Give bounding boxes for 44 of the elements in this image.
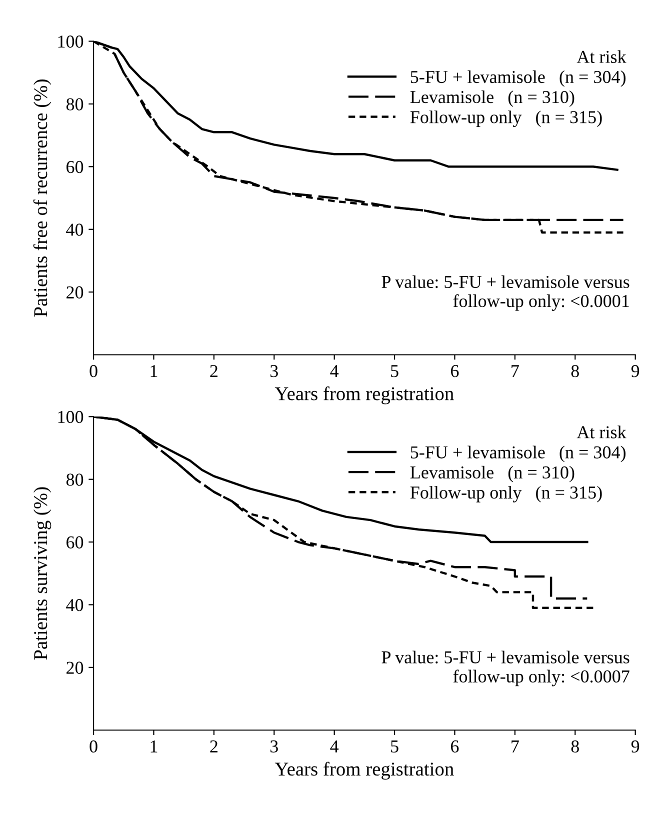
y-tick-label: 80 bbox=[66, 98, 84, 110]
x-tick-label: 6 bbox=[450, 740, 459, 753]
legend-label: Levamisole (n = 310) bbox=[410, 90, 574, 107]
x-tick-label: 3 bbox=[270, 365, 278, 378]
x-tick-label: 6 bbox=[450, 365, 459, 378]
annotation: P value: 5-FU + levamisole versus follow-up only: <0.0007 bbox=[382, 650, 630, 686]
x-tick-label: 4 bbox=[330, 740, 339, 752]
x-tick-label: 1 bbox=[150, 740, 158, 752]
x-tick-label: 1 bbox=[150, 365, 158, 377]
legend-title: At risk bbox=[576, 426, 626, 438]
y-tick-label: 40 bbox=[66, 224, 84, 236]
y-tick-label: 100 bbox=[58, 36, 84, 48]
y-axis-title: Patients free of recurrence (%) bbox=[33, 80, 52, 317]
y-tick-label: 40 bbox=[66, 598, 84, 612]
x-tick-label: 2 bbox=[210, 365, 218, 377]
x-tick-label: 7 bbox=[512, 740, 519, 752]
legend-title: At risk bbox=[576, 50, 626, 63]
annotation: P value: 5-FU + levamisole versus follow-up only: <0.0001 bbox=[382, 275, 630, 311]
y-tick-label: 100 bbox=[58, 410, 84, 424]
x-tick-label: 7 bbox=[512, 365, 519, 377]
x-tick-label: 5 bbox=[391, 365, 398, 378]
legend-label: Follow-up only (n = 315) bbox=[410, 110, 602, 127]
y-tick-label: 60 bbox=[66, 536, 84, 548]
x-axis-title: Years from registration bbox=[274, 762, 454, 780]
legend-label: 5-FU + levamisole (n = 304) bbox=[410, 446, 626, 462]
x-tick-label: 8 bbox=[571, 740, 579, 753]
x-tick-label: 4 bbox=[330, 365, 339, 377]
y-tick-label: 20 bbox=[66, 662, 84, 674]
legend-label: 5-FU + levamisole (n = 304) bbox=[410, 70, 626, 87]
legend-label: Follow-up only (n = 315) bbox=[410, 486, 602, 502]
x-tick-label: 0 bbox=[90, 364, 98, 378]
x-tick-label: 9 bbox=[631, 365, 640, 378]
x-tick-label: 5 bbox=[391, 740, 398, 753]
y-tick-label: 80 bbox=[66, 474, 84, 486]
y-tick-label: 20 bbox=[66, 286, 84, 298]
y-tick-label: 60 bbox=[66, 160, 84, 174]
x-tick-label: 9 bbox=[631, 740, 640, 753]
x-tick-label: 2 bbox=[210, 740, 218, 752]
x-tick-label: 0 bbox=[90, 740, 98, 753]
x-tick-label: 3 bbox=[270, 740, 278, 753]
x-axis-title: Years from registration bbox=[274, 386, 454, 404]
y-axis-title: Patients surviving (%) bbox=[33, 487, 52, 660]
x-tick-label: 8 bbox=[571, 364, 579, 378]
legend-label: Levamisole (n = 310) bbox=[410, 466, 574, 482]
